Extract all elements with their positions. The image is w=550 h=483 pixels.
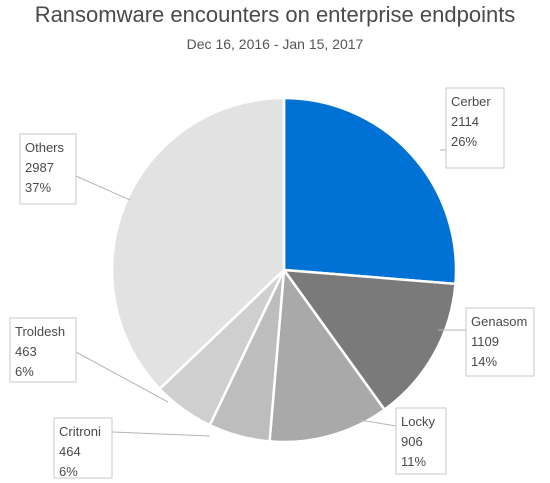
leader-line-others [75,175,131,201]
pie-slice-cerber [282,96,458,286]
slice-name: Others [25,140,65,155]
slice-value: 2114 [451,114,479,129]
leader-line-critroni [111,431,211,437]
label-box [9,317,77,383]
slice-label-troldesh: Troldesh 463 6% [9,317,77,383]
slice-percent: 14% [471,354,497,369]
slice-labels: Cerber 2114 26% Genasom 1109 14% Locky 906 11% Cr… [9,87,535,479]
slice-value: 2987 [25,160,54,175]
slice-name: Troldesh [15,324,65,339]
label-box [395,407,447,475]
pie-slice-others [110,96,286,391]
slice-value: 1109 [471,334,499,349]
slice-value: 463 [15,344,37,359]
chart-title: Ransomware encounters on enterprise endp… [34,2,516,27]
label-box [445,87,505,169]
slice-value: 464 [59,444,81,459]
label-leaders [75,149,466,437]
slice-label-genasom: Genasom 1109 14% [465,307,535,377]
slice-percent: 6% [59,464,78,479]
slice-value: 906 [401,434,423,449]
label-box [19,133,77,205]
label-box [53,417,113,479]
slice-label-cerber: Cerber 2114 26% [445,87,505,169]
slice-name: Critroni [59,424,101,439]
slice-name: Genasom [471,314,527,329]
leader-line-locky [359,419,397,427]
slice-percent: 26% [451,134,477,149]
pie-slice-locky [268,266,387,444]
slice-label-critroni: Critroni 464 6% [53,417,113,479]
slice-percent: 11% [401,454,426,469]
slice-label-locky: Locky 906 11% [395,407,447,475]
label-box [465,307,535,377]
pie-slice-genasom [281,268,457,412]
slice-name: Locky [401,414,435,429]
slice-percent: 37% [25,180,51,195]
slice-label-others: Others 2987 37% [19,133,77,205]
chart-subtitle: Dec 16, 2016 - Jan 15, 2017 [186,36,364,52]
leader-line-troldesh [75,351,169,403]
pie-slices [110,96,458,444]
slice-name: Cerber [451,94,491,109]
slice-percent: 6% [15,364,34,379]
